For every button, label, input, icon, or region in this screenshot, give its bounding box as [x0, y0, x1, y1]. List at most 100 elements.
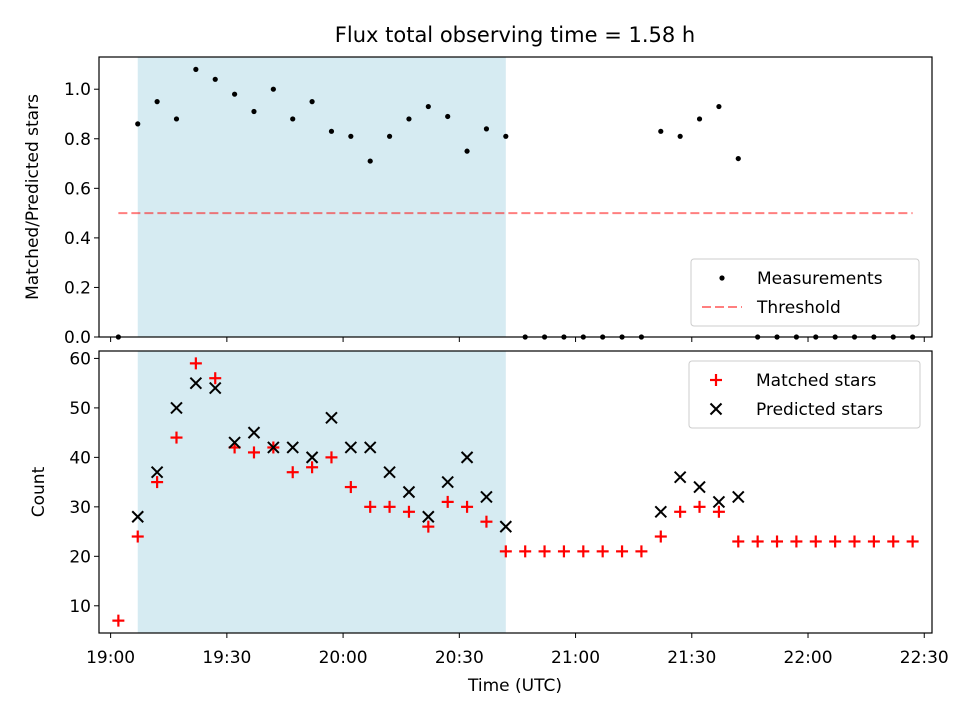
predicted-star-point	[673, 470, 687, 484]
measurement-point	[386, 133, 393, 139]
bottom-y-tick-label: 30	[69, 498, 91, 518]
bottom-y-tick-label: 10	[69, 597, 91, 617]
matched-star-point	[829, 535, 842, 548]
matched-star-point	[112, 614, 125, 627]
matched-star-point	[480, 515, 493, 528]
x-tick-label: 20:30	[435, 648, 484, 668]
measurement-point	[716, 103, 722, 110]
matched-star-point	[306, 461, 319, 474]
predicted-star-point	[150, 466, 164, 479]
measurement-point	[735, 155, 741, 162]
matched-star-point	[809, 535, 822, 548]
measurement-point	[251, 108, 257, 115]
bottom-legend-box	[688, 360, 921, 429]
predicted-stars-points	[131, 376, 745, 533]
chart-title: Flux total observing time = 1.58 h	[335, 23, 695, 47]
top-legend-box	[690, 258, 920, 327]
top-y-tick-label: 0.2	[64, 278, 91, 298]
bottom-y-tick-label: 50	[69, 399, 91, 419]
x-tick-label: 21:00	[551, 648, 600, 668]
matched-star-point	[519, 545, 532, 558]
matched-star-point	[635, 545, 648, 558]
measurement-point	[367, 158, 373, 164]
measurement-point	[270, 86, 276, 92]
top-y-tick-label: 1.0	[64, 80, 91, 100]
x-tick-label: 22:00	[784, 648, 833, 668]
legend-predicted-label: Predicted stars	[756, 400, 883, 420]
matched-star-point	[364, 500, 377, 513]
predicted-star-point	[712, 495, 726, 509]
predicted-star-point	[460, 451, 474, 464]
predicted-star-point	[383, 466, 396, 479]
legend-predicted-cross	[709, 402, 723, 416]
predicted-star-point	[131, 510, 144, 523]
top-y-tick-label: 0.0	[64, 328, 91, 348]
top-panel: 0.0 0.2 0.4 0.6 0.8 1.0 Matched/Predicted sta…	[23, 56, 933, 348]
predicted-star-point	[693, 480, 706, 494]
measurement-points	[115, 66, 916, 340]
matched-star-point	[771, 535, 784, 548]
x-tick-label: 20:00	[319, 648, 368, 668]
measurement-point	[135, 121, 141, 127]
predicted-star-point	[305, 451, 319, 464]
legend-predicted-marker	[709, 402, 723, 416]
matched-star-point	[441, 495, 454, 508]
matched-star-point	[790, 535, 803, 548]
x-tick-label: 19:00	[86, 648, 135, 668]
predicted-star-point	[732, 490, 745, 504]
matched-star-point	[557, 545, 570, 558]
matched-star-point	[732, 535, 745, 548]
predicted-star-point	[228, 436, 241, 449]
bottom-axes-frame	[98, 350, 933, 634]
measurement-point	[406, 116, 412, 122]
measurement-point	[483, 126, 490, 132]
top-y-axis-label: Matched/Predicted stars	[23, 94, 43, 300]
legend-matched-plus	[710, 374, 722, 386]
matched-star-point	[247, 446, 260, 459]
matched-star-point	[189, 357, 202, 370]
top-x-ticks	[110, 337, 925, 342]
measurement-point	[658, 128, 664, 134]
predicted-star-point	[189, 376, 203, 390]
measurement-point	[193, 66, 199, 72]
matched-star-point	[538, 545, 551, 558]
matched-star-point	[596, 545, 609, 558]
top-y-tick-label: 0.4	[64, 229, 91, 249]
measurement-point	[348, 133, 354, 139]
predicted-star-point	[364, 441, 377, 454]
measurement-point	[173, 116, 180, 122]
x-tick-label: 21:30	[667, 648, 716, 668]
legend-measurements-label: Measurements	[757, 269, 883, 289]
measurement-point	[328, 128, 335, 134]
top-y-ticks: 0.0 0.2 0.4 0.6 0.8 1.0	[64, 80, 99, 348]
bottom-y-ticks: 10 20 30 40 50 60	[69, 349, 99, 617]
top-legend: Measurements Threshold	[690, 258, 920, 327]
top-y-tick-label: 0.6	[64, 179, 91, 199]
predicted-star-point	[325, 411, 338, 424]
predicted-star-point	[286, 441, 299, 454]
matched-star-point	[693, 500, 706, 513]
predicted-star-point	[402, 485, 416, 499]
matched-star-point	[286, 466, 299, 479]
matched-star-point	[906, 535, 919, 548]
measurement-point	[154, 99, 160, 105]
measurement-point	[677, 133, 683, 139]
matched-star-point	[209, 372, 222, 385]
bottom-y-tick-label: 20	[69, 547, 91, 567]
legend-threshold-label: Threshold	[756, 298, 841, 318]
matched-star-point	[867, 535, 880, 548]
bottom-y-tick-label: 40	[69, 448, 91, 468]
predicted-star-point	[170, 401, 183, 415]
measurement-point	[232, 91, 238, 97]
bottom-panel: 10 20 30 40 50 60 19:00 19:30 20:00 20:30 21:00 21…	[29, 349, 949, 696]
measurement-point	[696, 116, 703, 122]
matched-star-point	[461, 500, 474, 513]
measurement-point	[503, 133, 509, 139]
top-axes-frame	[98, 56, 933, 338]
bottom-x-ticks: 19:00 19:30 20:00 20:30 21:00 21:30 22:00 22:30	[86, 633, 949, 668]
x-tick-label: 22:30	[900, 648, 949, 668]
measurement-point	[425, 103, 431, 110]
matched-star-point	[616, 545, 629, 558]
matched-star-point	[325, 451, 338, 464]
